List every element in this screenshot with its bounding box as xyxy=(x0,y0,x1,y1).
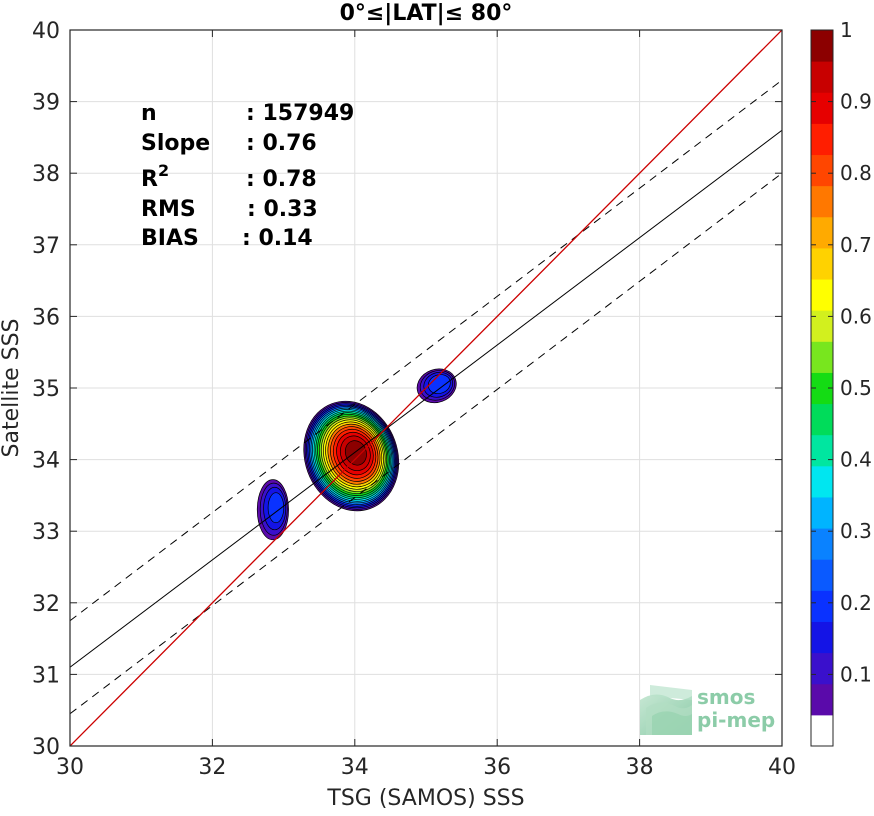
colorbar-tick-label-1: 0.2 xyxy=(840,591,872,615)
density-blob-1 xyxy=(256,479,289,541)
logo-text-smos: smos xyxy=(697,685,755,709)
x-tick-label-0: 30 xyxy=(56,755,84,780)
y-tick-label-0: 30 xyxy=(32,735,60,760)
colorbar-segment-7 xyxy=(811,496,833,529)
fit-line xyxy=(70,129,782,668)
colorbar-tick-label-2: 0.3 xyxy=(840,519,872,543)
colorbar-segment-22 xyxy=(811,30,833,62)
colorbar-segment-14 xyxy=(811,279,833,311)
colorbar-segment-12 xyxy=(811,341,833,373)
colorbar-segment-21 xyxy=(811,61,833,93)
colorbar-tick-label-3: 0.4 xyxy=(840,448,872,472)
colorbar-segment-16 xyxy=(811,216,833,249)
colorbar-segment-10 xyxy=(811,403,833,436)
colorbar-segment-2 xyxy=(811,652,833,685)
colorbar-tick-label-7: 0.8 xyxy=(840,161,872,185)
x-tick-label-4: 38 xyxy=(626,755,654,780)
y-tick-label-3: 33 xyxy=(32,520,60,545)
stat-key-4: BIAS xyxy=(141,226,199,251)
stat-key-sup-2: 2 xyxy=(158,161,169,180)
y-axis-ticks: 30 31 32 33 34 35 36 37 38 39 40 xyxy=(32,19,782,760)
colorbar-tick-label-0: 0.1 xyxy=(840,662,872,686)
y-tick-label-6: 36 xyxy=(32,305,60,330)
stat-key-1: Slope xyxy=(141,131,210,156)
x-tick-label-3: 36 xyxy=(483,755,511,780)
stat-key-0: n xyxy=(141,101,157,126)
y-tick-label-7: 37 xyxy=(32,234,60,259)
x-tick-label-2: 34 xyxy=(341,755,369,780)
colorbar-segment-13 xyxy=(811,310,833,342)
colorbar-segment-9 xyxy=(811,434,833,467)
stat-value-3: : 0.33 xyxy=(247,197,318,222)
colorbar-tick-label-9: 1 xyxy=(840,18,853,42)
colorbar-segment-8 xyxy=(811,465,833,498)
x-tick-label-1: 32 xyxy=(198,755,226,780)
colorbar-segment-5 xyxy=(811,559,833,591)
identity-line xyxy=(70,30,782,746)
y-tick-label-8: 38 xyxy=(32,162,60,187)
stat-value-2: : 0.78 xyxy=(246,167,317,192)
y-tick-label-2: 32 xyxy=(32,592,60,617)
fit-lower-bound-line xyxy=(70,172,782,715)
stat-value-1: : 0.76 xyxy=(246,131,317,156)
colorbar-tick-label-8: 0.9 xyxy=(840,90,872,114)
x-tick-label-5: 40 xyxy=(768,755,796,780)
y-tick-label-4: 34 xyxy=(32,449,60,474)
chart-title: 0°≤|LAT|≤ 80° xyxy=(340,1,513,26)
y-tick-label-1: 31 xyxy=(32,663,60,688)
colorbar-tick-label-4: 0.5 xyxy=(840,376,872,400)
colorbar-tick-label-6: 0.7 xyxy=(840,233,872,257)
colorbar-segment-17 xyxy=(811,185,833,218)
colorbar-segment-15 xyxy=(811,247,833,280)
y-tick-label-10: 40 xyxy=(32,19,60,44)
colorbar: 0.1 0.2 0.3 0.4 0.5 0.6 0.7 0.8 0.9 1 xyxy=(810,18,872,747)
colorbar-segment-20 xyxy=(811,92,833,124)
y-tick-label-5: 35 xyxy=(32,377,60,402)
colorbar-segment-6 xyxy=(811,528,833,560)
stat-value-0: : 157949 xyxy=(246,101,354,126)
logo-waves-icon xyxy=(640,685,692,735)
colorbar-segment-4 xyxy=(811,590,833,622)
logo-text-pimep: pi-mep xyxy=(697,708,775,732)
stat-value-4: : 0.14 xyxy=(242,226,313,251)
x-axis-ticks: 30 32 34 36 38 40 xyxy=(56,30,796,780)
y-axis-label: Satellite SSS xyxy=(0,319,24,458)
stat-key-3: RMS xyxy=(141,197,196,222)
colorbar-tick-label-5: 0.6 xyxy=(840,304,872,328)
x-axis-label: TSG (SAMOS) SSS xyxy=(326,786,524,811)
colorbar-segment-0 xyxy=(811,714,833,747)
regression-lines xyxy=(70,30,782,746)
grid xyxy=(69,29,783,747)
smos-pi-mep-logo: smos pi-mep xyxy=(640,685,775,735)
y-tick-label-9: 39 xyxy=(32,91,60,116)
colorbar-segment-1 xyxy=(811,683,833,716)
fit-upper-bound-line xyxy=(70,79,782,622)
colorbar-segment-18 xyxy=(811,154,833,187)
colorbar-segment-3 xyxy=(811,621,833,654)
colorbar-segment-19 xyxy=(811,123,833,156)
colorbar-segment-11 xyxy=(811,372,833,405)
